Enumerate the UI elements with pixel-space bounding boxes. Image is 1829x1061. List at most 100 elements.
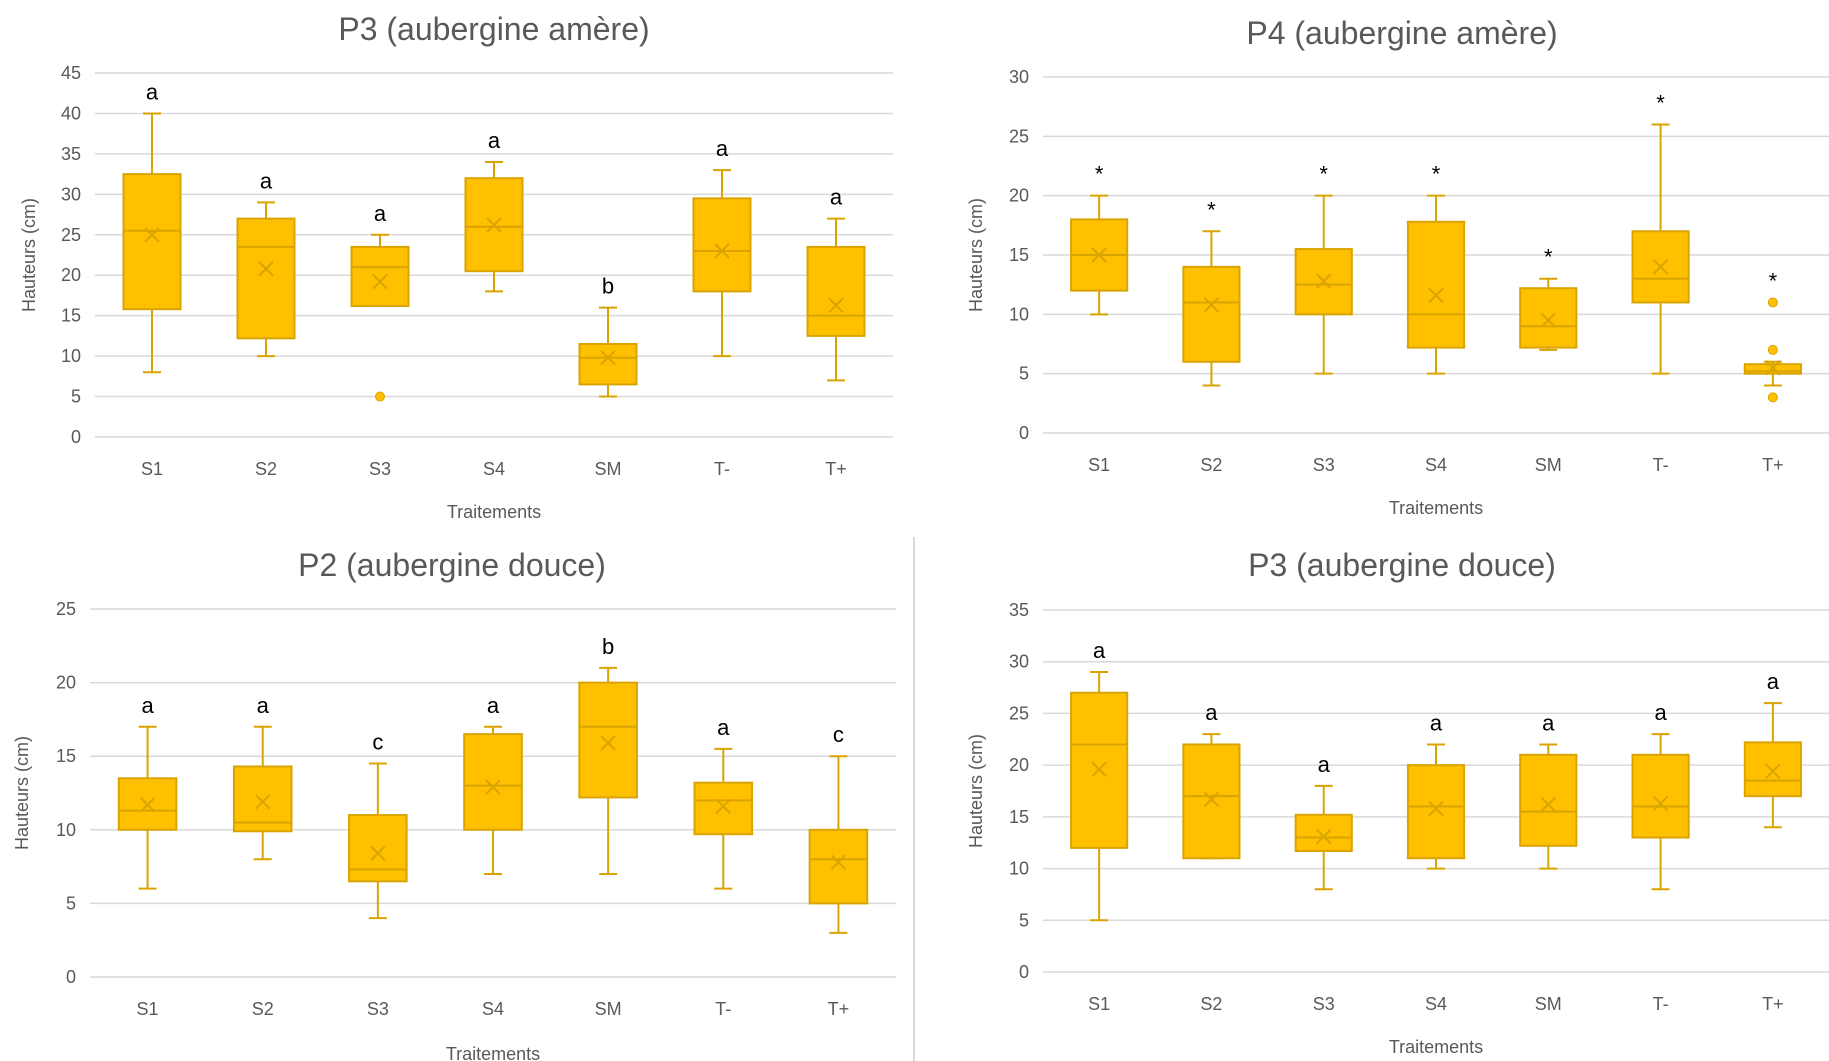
- mean-marker: [1428, 287, 1444, 304]
- mean-marker: [139, 797, 156, 813]
- y-tick-label: 25: [1009, 126, 1029, 146]
- mean-marker: [144, 227, 160, 243]
- iqr-box: [236, 217, 296, 340]
- mean-marker: [485, 779, 501, 795]
- box-S3: c: [348, 730, 408, 920]
- iqr-box: [122, 173, 182, 311]
- iqr-box: [1743, 741, 1802, 798]
- y-tick-label: 5: [66, 893, 76, 913]
- y-tick-label: 15: [1009, 245, 1029, 265]
- significance-label: a: [374, 201, 387, 226]
- box-S1: *: [1070, 162, 1129, 316]
- iqr-box: [1519, 753, 1578, 847]
- mean-marker: [1540, 312, 1556, 328]
- y-tick-label: 20: [1009, 186, 1029, 206]
- y-axis-label: Hauteurs (cm): [12, 736, 32, 850]
- mean-marker: [600, 350, 616, 366]
- box-S2: a: [236, 168, 296, 358]
- x-tick-label: S1: [1088, 994, 1110, 1014]
- significance-label: a: [1205, 700, 1218, 725]
- x-tick-label: S1: [141, 459, 163, 479]
- x-tick-label: S4: [482, 999, 504, 1019]
- y-tick-label: 0: [66, 967, 76, 987]
- x-tick-label: T-: [714, 459, 730, 479]
- x-tick-label: S1: [137, 999, 159, 1019]
- iqr-box: [1519, 287, 1578, 349]
- y-tick-label: 15: [56, 746, 76, 766]
- y-tick-label: 30: [61, 184, 81, 204]
- significance-label: *: [1769, 268, 1778, 293]
- y-tick-label: 0: [71, 427, 81, 447]
- chart-title: P4 (aubergine amère): [1246, 15, 1557, 51]
- significance-label: a: [1654, 700, 1667, 725]
- mean-marker: [1203, 297, 1220, 313]
- mean-marker: [370, 845, 386, 862]
- iqr-box: [1406, 220, 1466, 349]
- y-tick-label: 20: [61, 265, 81, 285]
- x-axis-label: Traitements: [447, 502, 541, 522]
- mean-marker: [714, 243, 730, 259]
- box-S2: *: [1182, 197, 1241, 387]
- iqr-box: [806, 245, 866, 337]
- y-tick-label: 5: [1019, 910, 1029, 930]
- iqr-box: [1182, 265, 1241, 363]
- y-tick-label: 10: [1009, 304, 1029, 324]
- y-tick-label: 20: [56, 673, 76, 693]
- iqr-box: [1182, 743, 1241, 860]
- box-S1: a: [1070, 638, 1129, 922]
- significance-label: a: [488, 128, 501, 153]
- x-tick-label: S2: [255, 459, 277, 479]
- chart-3: P2 (aubergine douce) 0 5 10 15 20 25 Hauteurs (…: [12, 547, 896, 1061]
- x-tick-label: S2: [252, 999, 274, 1019]
- box-T-: a: [693, 715, 754, 890]
- y-tick-label: 40: [61, 103, 81, 123]
- box-S4: *: [1406, 162, 1466, 375]
- x-tick-label: S4: [1425, 455, 1447, 475]
- x-tick-label: SM: [1535, 994, 1562, 1014]
- iqr-box: [808, 828, 869, 905]
- x-tick-label: S4: [483, 459, 505, 479]
- significance-label: a: [717, 715, 730, 740]
- chart-1: P3 (aubergine amère) 0 5 10 15 20 25 30 35 40 45 Ha…: [19, 11, 893, 522]
- mean-marker: [1203, 791, 1220, 807]
- significance-label: c: [372, 730, 383, 755]
- box-T+: a: [1743, 669, 1802, 829]
- mean-marker: [1428, 800, 1444, 817]
- mean-marker: [1652, 795, 1669, 812]
- y-tick-label: 15: [1009, 807, 1029, 827]
- significance-label: a: [1767, 669, 1780, 694]
- box-T-: a: [1631, 700, 1690, 891]
- mean-marker: [1316, 273, 1332, 289]
- mean-marker: [255, 794, 271, 810]
- outlier-point: [1767, 344, 1778, 355]
- box-S3: *: [1294, 162, 1353, 375]
- x-tick-label: S3: [1313, 994, 1335, 1014]
- y-axis-label: Hauteurs (cm): [966, 198, 986, 312]
- iqr-box: [348, 814, 408, 883]
- x-tick-label: T-: [1653, 455, 1669, 475]
- significance-label: a: [1430, 710, 1443, 735]
- y-tick-label: 35: [1009, 600, 1029, 620]
- box-S1: a: [117, 693, 178, 890]
- box-T+: *: [1743, 268, 1802, 403]
- significance-label: *: [1656, 90, 1665, 115]
- x-tick-label: S2: [1200, 994, 1222, 1014]
- y-tick-label: 0: [1019, 423, 1029, 443]
- y-axis-label: Hauteurs (cm): [19, 198, 39, 312]
- significance-label: a: [260, 168, 273, 193]
- iqr-box: [463, 733, 523, 831]
- box-S2: a: [232, 693, 293, 861]
- mean-marker: [830, 854, 847, 870]
- y-tick-label: 20: [1009, 755, 1029, 775]
- x-tick-label: S4: [1425, 994, 1447, 1014]
- x-tick-label: T+: [1762, 994, 1784, 1014]
- significance-label: *: [1432, 162, 1441, 187]
- significance-label: a: [257, 693, 270, 718]
- significance-label: *: [1544, 245, 1553, 270]
- chart-title: P3 (aubergine douce): [1248, 547, 1556, 583]
- iqr-box: [1294, 813, 1353, 852]
- significance-label: a: [487, 693, 500, 718]
- significance-label: a: [146, 79, 159, 104]
- significance-label: a: [141, 693, 154, 718]
- significance-label: a: [830, 185, 843, 210]
